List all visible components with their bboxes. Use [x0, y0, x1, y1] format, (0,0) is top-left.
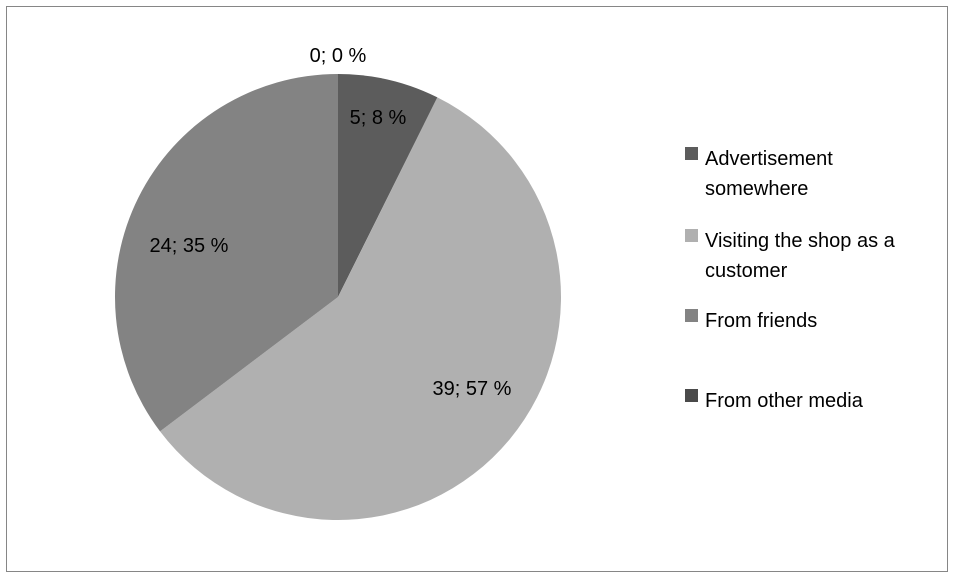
legend-item-3: From other media	[685, 389, 864, 412]
pie-slice-1	[160, 97, 561, 520]
legend-swatch-0	[685, 147, 698, 160]
legend-label-1-line-1: customer	[705, 260, 788, 282]
pie-chart: 5; 8 % 39; 57 % 24; 35 % 0; 0 % Advertiseme…	[114, 45, 896, 520]
data-label-0: 5; 8 %	[350, 107, 407, 129]
legend-swatch-3	[685, 389, 698, 402]
legend-swatch-2	[685, 309, 698, 322]
legend-label-0-line-1: somewhere	[705, 178, 808, 200]
legend-item-0: Advertisement somewhere	[685, 147, 833, 200]
legend-swatch-1	[685, 229, 698, 242]
data-label-3: 0; 0 %	[310, 45, 367, 67]
legend-item-1: Visiting the shop as a customer	[685, 229, 896, 282]
legend-label-1-line-0: Visiting the shop as a	[705, 230, 896, 252]
data-label-2: 24; 35 %	[150, 235, 229, 257]
data-label-1: 39; 57 %	[433, 378, 512, 400]
legend-label-3-line-0: From other media	[705, 390, 864, 412]
legend-label-2-line-0: From friends	[705, 310, 817, 332]
chart-frame: 5; 8 % 39; 57 % 24; 35 % 0; 0 % Advertiseme…	[6, 6, 948, 572]
legend-label-0-line-0: Advertisement	[705, 148, 833, 170]
pie-slices	[114, 74, 561, 520]
legend-item-2: From friends	[685, 309, 817, 332]
pie-slice-0	[338, 74, 438, 297]
pie-slice-2	[114, 74, 339, 432]
data-labels: 5; 8 % 39; 57 % 24; 35 % 0; 0 %	[150, 45, 512, 400]
legend: Advertisement somewhere Visiting the shop …	[685, 147, 896, 412]
